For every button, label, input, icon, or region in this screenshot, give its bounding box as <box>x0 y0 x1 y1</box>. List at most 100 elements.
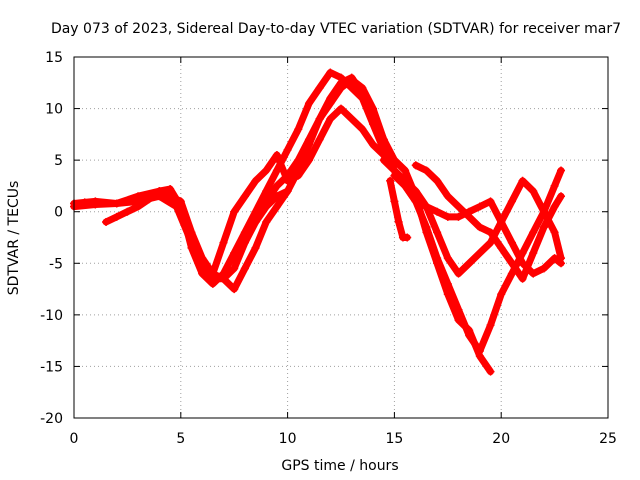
data-point-plus <box>518 176 527 185</box>
data-point-plus <box>315 114 324 123</box>
y-tick-label: 10 <box>45 102 63 118</box>
data-point-plus <box>315 135 324 144</box>
axis-ticks: 0 5 10 15 20 25 15 10 5 0 -5 -10 -15 -20 <box>40 50 617 447</box>
data-point-plus <box>198 269 207 278</box>
data-point-plus <box>166 185 175 194</box>
data-point-plus <box>262 166 271 175</box>
data-point-plus <box>394 218 403 227</box>
data-point-plus <box>539 264 548 273</box>
data-point-plus <box>557 192 566 201</box>
y-tick-label: -15 <box>40 359 63 375</box>
data-point-plus <box>112 199 121 208</box>
series-track-6 <box>380 156 565 278</box>
data-point-plus <box>550 228 559 237</box>
data-point-plus <box>208 269 217 278</box>
series-track-3 <box>102 69 398 288</box>
data-point-plus <box>403 233 412 242</box>
data-point-plus <box>507 269 516 278</box>
data-point-plus <box>283 187 292 196</box>
data-point-plus <box>433 228 442 237</box>
data-point-plus <box>486 321 495 330</box>
data-point-plus <box>326 114 335 123</box>
data-point-plus <box>123 207 132 216</box>
data-point-plus <box>144 195 153 204</box>
data-point-plus <box>411 197 420 206</box>
y-tick-label: 0 <box>54 205 63 221</box>
chart-title: Day 073 of 2023, Sidereal Day-to-day VTE… <box>51 21 621 37</box>
data-point-plus <box>507 259 516 268</box>
data-point-plus <box>358 83 367 92</box>
data-point-plus <box>240 264 249 273</box>
data-point-plus <box>358 125 367 134</box>
x-tick-label: 5 <box>176 431 185 447</box>
data-point-plus <box>557 259 566 268</box>
data-point-plus <box>529 248 538 257</box>
x-tick-label: 20 <box>492 431 510 447</box>
data-point-plus <box>557 166 566 175</box>
data-point-plus <box>251 243 260 252</box>
data-point-plus <box>187 243 196 252</box>
y-tick-label: -10 <box>40 308 63 324</box>
data-point-plus <box>326 68 335 77</box>
data-point-plus <box>475 223 484 232</box>
x-tick-label: 0 <box>70 431 79 447</box>
data-point-plus <box>454 305 463 314</box>
data-point-plus <box>422 223 431 232</box>
data-point-plus <box>283 176 292 185</box>
data-point-plus <box>91 200 100 209</box>
data-point-plus <box>304 140 313 149</box>
x-tick-label: 15 <box>385 431 403 447</box>
data-point-plus <box>486 228 495 237</box>
data-point-plus <box>390 197 399 206</box>
data-point-plus <box>219 238 228 247</box>
data-point-plus <box>433 176 442 185</box>
data-point-plus <box>240 228 249 237</box>
data-point-plus <box>176 202 185 211</box>
data-point-plus <box>497 290 506 299</box>
data-point-plus <box>240 192 249 201</box>
data-point-plus <box>518 259 527 268</box>
data-point-plus <box>550 254 559 263</box>
data-point-plus <box>347 83 356 92</box>
data-point-plus <box>497 243 506 252</box>
data-point-plus <box>369 140 378 149</box>
data-point-plus <box>550 181 559 190</box>
data-point-plus <box>272 202 281 211</box>
data-point-plus <box>337 83 345 92</box>
data-point-plus <box>262 187 271 196</box>
data-point-plus <box>486 238 495 247</box>
series-track-4 <box>209 105 494 376</box>
data-point-plus <box>102 218 111 227</box>
data-point-plus <box>326 99 335 108</box>
data-point-plus <box>283 145 292 154</box>
data-point-plus <box>507 238 516 247</box>
data-point-plus <box>518 274 527 283</box>
data-point-plus <box>411 161 420 170</box>
data-point-plus <box>230 264 239 273</box>
data-point-plus <box>465 331 474 340</box>
data-point-plus <box>134 192 143 201</box>
data-point-plus <box>401 166 410 175</box>
x-axis-label: GPS time / hours <box>281 458 398 474</box>
data-series <box>70 68 566 376</box>
data-point-plus <box>208 279 217 288</box>
data-point-plus <box>112 212 121 221</box>
data-point-plus <box>422 166 431 175</box>
data-point-plus <box>155 187 164 196</box>
data-point-plus <box>230 207 239 216</box>
data-point-plus <box>219 269 228 278</box>
plot-frame <box>73 56 609 419</box>
data-point-plus <box>337 104 345 113</box>
data-point-plus <box>454 269 463 278</box>
data-point-plus <box>475 202 484 211</box>
data-point-plus <box>134 202 143 211</box>
data-point-plus <box>433 254 442 263</box>
data-point-plus <box>272 150 281 159</box>
data-point-plus <box>251 218 260 227</box>
data-point-plus <box>475 346 484 355</box>
y-tick-label: 5 <box>54 153 63 169</box>
data-point-plus <box>358 94 367 103</box>
data-point-plus <box>465 259 474 268</box>
data-point-plus <box>507 197 516 206</box>
data-point-plus <box>379 156 388 165</box>
